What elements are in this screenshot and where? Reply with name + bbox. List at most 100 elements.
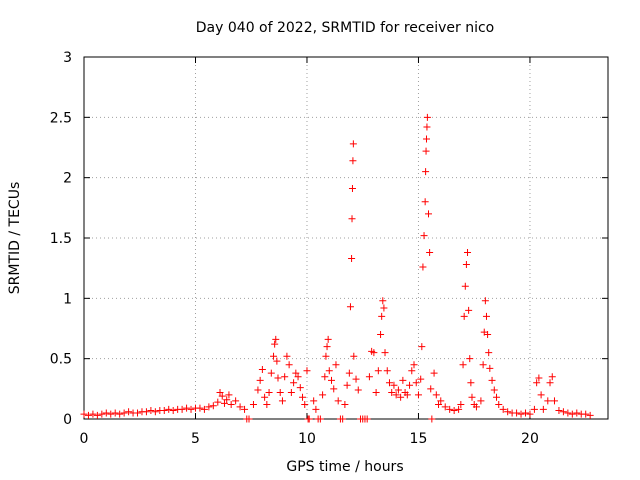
- data-point: [296, 384, 304, 392]
- data-point: [98, 410, 106, 418]
- data-point: [272, 335, 280, 343]
- data-point: [254, 386, 262, 394]
- data-point: [332, 361, 340, 369]
- data-point: [586, 411, 594, 419]
- data-point: [388, 388, 396, 396]
- data-point: [423, 113, 431, 121]
- data-point: [278, 397, 286, 405]
- data-point: [488, 376, 496, 384]
- data-point: [385, 379, 393, 387]
- data-point: [399, 376, 407, 384]
- data-point: [479, 361, 487, 369]
- data-point: [481, 297, 489, 305]
- data-point: [209, 402, 217, 410]
- data-point: [183, 404, 191, 412]
- data-point: [323, 343, 331, 351]
- data-point: [256, 376, 264, 384]
- data-point: [350, 352, 358, 360]
- data-point: [394, 386, 402, 394]
- data-point: [555, 407, 563, 415]
- data-point: [165, 405, 173, 413]
- data-point: [200, 405, 208, 413]
- data-point: [236, 403, 244, 411]
- data-point: [420, 232, 428, 240]
- data-point: [535, 374, 543, 382]
- data-point: [363, 415, 371, 423]
- data-point: [151, 408, 159, 416]
- data-point: [349, 140, 357, 148]
- data-point: [305, 415, 313, 423]
- data-point: [316, 415, 324, 423]
- data-point: [287, 388, 295, 396]
- data-point: [339, 415, 347, 423]
- data-point: [427, 385, 435, 393]
- data-point: [414, 391, 422, 399]
- data-point: [249, 401, 257, 409]
- data-point: [377, 331, 385, 339]
- data-point: [330, 385, 338, 393]
- data-point: [432, 391, 440, 399]
- data-point: [568, 410, 576, 418]
- data-point: [504, 408, 512, 416]
- data-point: [378, 312, 386, 320]
- data-point: [258, 366, 266, 374]
- data-point: [550, 397, 558, 405]
- data-point: [187, 405, 195, 413]
- data-point: [521, 409, 529, 417]
- data-point: [419, 263, 427, 271]
- data-point: [422, 147, 430, 155]
- data-point: [196, 404, 204, 412]
- y-tick-label: 1: [63, 291, 72, 307]
- data-point: [381, 349, 389, 357]
- data-point: [299, 393, 307, 401]
- data-point: [261, 393, 269, 401]
- data-point: [352, 375, 360, 383]
- data-point: [241, 405, 249, 413]
- data-point: [422, 168, 430, 176]
- data-point: [321, 373, 329, 381]
- data-point: [467, 379, 475, 387]
- data-point: [263, 401, 271, 409]
- y-tick-label: 1.5: [50, 231, 72, 247]
- y-tick-label: 3: [63, 50, 72, 66]
- data-point: [334, 397, 342, 405]
- data-point: [328, 376, 336, 384]
- data-point: [341, 401, 349, 409]
- data-point: [446, 405, 454, 413]
- data-point: [410, 361, 418, 369]
- data-point: [120, 409, 128, 417]
- data-point: [310, 397, 318, 405]
- data-point: [486, 364, 494, 372]
- data-point: [134, 409, 142, 417]
- data-point: [544, 397, 552, 405]
- data-point: [460, 312, 468, 320]
- data-point: [546, 379, 554, 387]
- y-tick-label: 2: [63, 171, 72, 187]
- data-point: [397, 393, 405, 401]
- data-point: [370, 349, 378, 357]
- data-point: [428, 415, 436, 423]
- data-point: [354, 386, 362, 394]
- data-point: [324, 335, 332, 343]
- data-point: [484, 331, 492, 339]
- data-point: [205, 403, 213, 411]
- x-tick-label: 5: [191, 431, 200, 447]
- data-point: [490, 386, 498, 394]
- data-point: [526, 410, 534, 418]
- grid: [84, 57, 608, 419]
- data-point: [380, 304, 388, 312]
- data-point: [267, 369, 275, 377]
- data-point: [422, 135, 430, 143]
- data-point: [142, 408, 150, 416]
- data-point: [274, 374, 282, 382]
- data-point: [125, 408, 133, 416]
- data-point: [84, 411, 92, 419]
- data-point: [348, 255, 356, 263]
- data-point: [220, 399, 228, 407]
- x-tick-label: 0: [80, 431, 89, 447]
- data-point: [485, 349, 493, 357]
- data-point: [450, 407, 458, 415]
- data-point: [459, 361, 467, 369]
- data-point: [392, 391, 400, 399]
- data-point: [421, 198, 429, 206]
